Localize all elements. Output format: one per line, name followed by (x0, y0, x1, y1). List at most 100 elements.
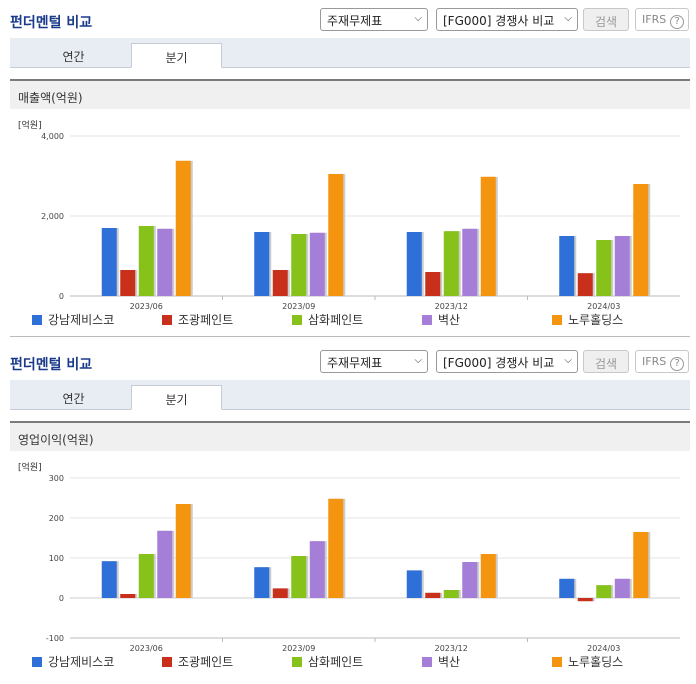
help-icon[interactable]: ? (670, 357, 685, 371)
tab-annual[interactable]: 연간 (62, 50, 85, 64)
bar (157, 530, 173, 598)
bar (291, 234, 307, 296)
bar (254, 567, 270, 598)
statement-select-value: 주재무제표 (327, 14, 383, 28)
bar (406, 570, 422, 598)
bar (309, 232, 325, 296)
legend-label: 강남제비스코 (48, 313, 114, 327)
y-tick-label: 300 (49, 474, 64, 483)
tab-quarterly[interactable]: 분기 (131, 385, 222, 410)
help-icon[interactable]: ? (670, 15, 685, 29)
ifrs-button[interactable]: IFRS? (635, 8, 689, 31)
comparison-select-value: [FG000] 경쟁사 비교 (443, 14, 555, 28)
bar (462, 562, 478, 598)
metric-title: 영업이익(억원) (10, 421, 690, 451)
bar (138, 554, 154, 598)
fundamental-section-operating-profit: 펀더멘털 비교 주재무제표 ⌵ [FG000] 경쟁사 비교 ⌵ 검색 IFRS… (0, 342, 696, 684)
ifrs-button[interactable]: IFRS? (635, 350, 689, 373)
period-tabs: 연간 분기 (10, 38, 690, 68)
legend-label: 삼화페인트 (308, 655, 363, 669)
ifrs-label: IFRS (642, 13, 667, 26)
legend-label: 삼화페인트 (308, 313, 363, 327)
x-tick-label: 2024/03 (587, 302, 620, 311)
comparison-select-value: [FG000] 경쟁사 비교 (443, 356, 555, 370)
legend-swatch (422, 315, 432, 325)
x-tick-label: 2023/12 (435, 644, 468, 653)
bar (291, 556, 307, 598)
divider (10, 336, 690, 337)
y-tick-label: 100 (49, 554, 64, 563)
bar (425, 272, 441, 296)
bar (633, 532, 649, 598)
legend-swatch (292, 657, 302, 667)
section-title: 펀더멘털 비교 (10, 357, 93, 373)
search-button[interactable]: 검색 (583, 8, 629, 31)
x-tick-label: 2023/09 (282, 644, 315, 653)
ifrs-label: IFRS (642, 355, 667, 368)
legend-swatch (422, 657, 432, 667)
legend-swatch (552, 657, 562, 667)
comparison-select[interactable]: [FG000] 경쟁사 비교 ⌵ (436, 350, 578, 373)
legend-label: 벽산 (438, 313, 460, 327)
bar (559, 578, 575, 598)
unit-label: [억원] (18, 461, 42, 473)
bar (596, 585, 612, 598)
bar (633, 184, 649, 296)
y-tick-label: -100 (46, 634, 64, 643)
bar (101, 561, 117, 598)
bar (462, 228, 478, 296)
bar (443, 231, 459, 296)
legend-swatch (162, 657, 172, 667)
legend-swatch (162, 315, 172, 325)
y-tick-label: 0 (59, 594, 64, 603)
bar (443, 590, 459, 598)
bar (101, 228, 117, 296)
statement-select[interactable]: 주재무제표 ⌵ (320, 8, 428, 31)
statement-select-value: 주재무제표 (327, 356, 383, 370)
chevron-down-icon: ⌵ (564, 13, 572, 24)
tab-annual[interactable]: 연간 (62, 392, 85, 406)
bar (272, 270, 288, 296)
legend-label: 벽산 (438, 655, 460, 669)
legend-label: 조광페인트 (178, 655, 233, 669)
bar (120, 594, 136, 598)
tab-quarterly[interactable]: 분기 (131, 43, 222, 68)
section-title: 펀더멘털 비교 (10, 15, 93, 31)
bar (254, 232, 270, 296)
bar (157, 228, 173, 296)
bar (175, 504, 191, 598)
legend-label: 노루홀딩스 (568, 655, 623, 669)
bar (138, 226, 154, 296)
comparison-select[interactable]: [FG000] 경쟁사 비교 ⌵ (436, 8, 578, 31)
metric-title: 매출액(억원) (10, 79, 690, 109)
bar (309, 541, 325, 598)
bar (272, 588, 288, 598)
bar (596, 240, 612, 296)
legend-swatch (292, 315, 302, 325)
bar (120, 270, 136, 296)
chevron-down-icon: ⌵ (564, 355, 572, 366)
period-tabs: 연간 분기 (10, 380, 690, 410)
y-tick-label: 200 (49, 514, 64, 523)
x-tick-label: 2023/12 (435, 302, 468, 311)
revenue-chart: [억원] 0 2,000 4,000 2023/06 2023/09 2023/12 2024… (18, 119, 680, 327)
bar (614, 236, 630, 296)
legend-swatch (552, 315, 562, 325)
legend-label: 노루홀딩스 (568, 313, 623, 327)
y-tick-label: 0 (59, 292, 64, 301)
bar (577, 598, 593, 602)
unit-label: [억원] (18, 119, 42, 131)
y-tick-label: 4,000 (41, 132, 64, 141)
legend-swatch (32, 657, 42, 667)
statement-select[interactable]: 주재무제표 ⌵ (320, 350, 428, 373)
bar (328, 498, 344, 598)
bar (328, 174, 344, 296)
search-button[interactable]: 검색 (583, 350, 629, 373)
bar (577, 273, 593, 296)
bar (614, 578, 630, 598)
bar (425, 592, 441, 598)
x-tick-label: 2023/06 (130, 644, 163, 653)
bar (480, 176, 496, 296)
operating-profit-chart: [억원] -100 0 100 200 300 2023/06 2023/09 2023/12 2… (18, 461, 680, 669)
legend-label: 강남제비스코 (48, 655, 114, 669)
